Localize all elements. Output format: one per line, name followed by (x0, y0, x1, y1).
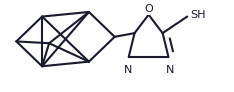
Text: SH: SH (191, 10, 206, 20)
Text: O: O (144, 4, 153, 14)
Text: N: N (124, 65, 132, 75)
Text: N: N (166, 65, 174, 75)
